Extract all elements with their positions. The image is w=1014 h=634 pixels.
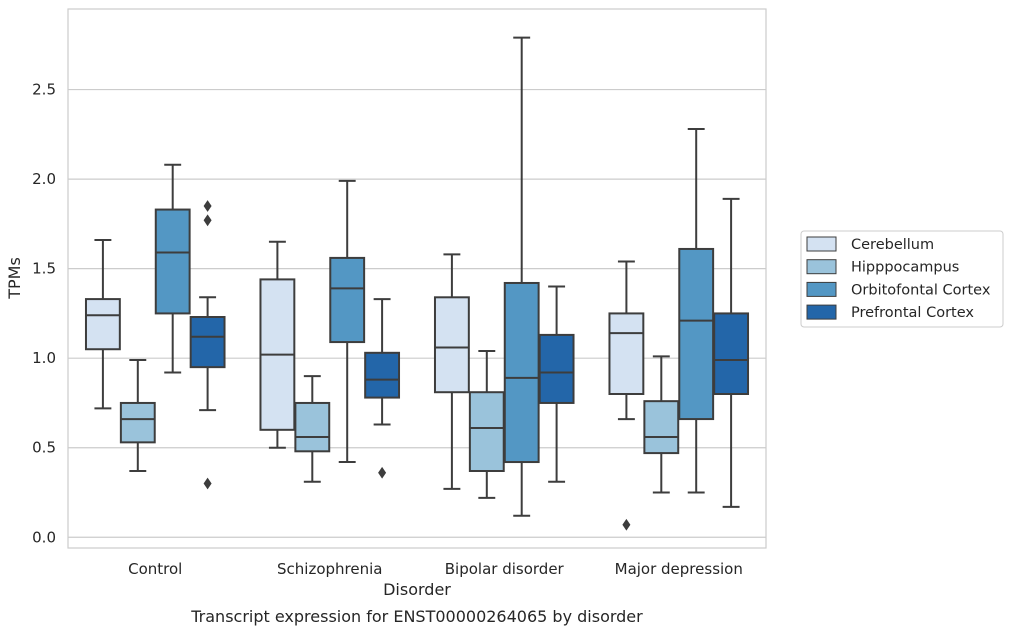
legend-items: Cerebellum Hipppocampus Orbitofontal Corte… [806, 236, 991, 321]
iqr-box [503, 281, 540, 464]
y-tick-label: 0.5 [32, 439, 56, 457]
iqr-box [294, 401, 331, 453]
iqr-box [538, 333, 575, 404]
legend-label: Hipppocampus [851, 260, 959, 276]
x-tick-label: Major depression [615, 560, 743, 578]
y-tick-label: 2.0 [32, 170, 56, 188]
iqr-box [119, 401, 156, 444]
box-hipppocampus [294, 375, 331, 483]
box-prefrontal-cortex [189, 200, 226, 490]
legend-label: Orbitofontal Cortex [851, 282, 991, 298]
y-tick-labels: 0.0 0.5 1.0 1.5 2.0 2.5 [32, 81, 56, 547]
y-tick-label: 0.0 [32, 528, 56, 546]
box-orbitofontal-cortex [503, 36, 540, 517]
box-orbitofontal-cortex [329, 179, 366, 464]
box-cerebellum [608, 260, 645, 531]
boxes-layer [84, 36, 750, 531]
legend: Cerebellum Hipppocampus Orbitofontal Corte… [800, 230, 1004, 328]
x-tick-label: Control [128, 560, 182, 578]
outlier-point [622, 518, 631, 531]
box-prefrontal-cortex [538, 285, 575, 483]
iqr-box [84, 298, 121, 351]
box-cerebellum [259, 240, 296, 449]
box-cerebellum [84, 239, 121, 410]
box-hipppocampus [643, 355, 680, 494]
y-axis-label: TPMs [5, 257, 24, 300]
iqr-box [154, 208, 191, 315]
legend-swatch [806, 304, 837, 320]
box-cerebellum [433, 253, 470, 490]
box-prefrontal-cortex [364, 298, 401, 479]
iqr-box [468, 391, 505, 472]
y-tick-label: 1.0 [32, 349, 56, 367]
legend-frame [800, 230, 1004, 328]
legend-swatch [806, 259, 837, 275]
iqr-box [364, 351, 401, 399]
box-orbitofontal-cortex [678, 127, 715, 494]
outlier-point [203, 477, 212, 490]
legend-swatch [806, 281, 837, 297]
iqr-box [713, 312, 750, 396]
outlier-point [203, 214, 212, 227]
iqr-box [189, 316, 226, 369]
iqr-box [608, 312, 645, 396]
outlier-point [378, 466, 387, 479]
chart-caption: Transcript expression for ENST0000026406… [190, 607, 643, 626]
outlier-point [203, 200, 212, 212]
box-orbitofontal-cortex [154, 163, 191, 374]
y-tick-label: 2.5 [32, 81, 56, 99]
x-tick-label: Bipolar disorder [445, 560, 565, 578]
legend-label: Prefrontal Cortex [851, 305, 974, 321]
box-prefrontal-cortex [713, 197, 750, 508]
x-tick-labels: Control Schizophrenia Bipolar disorder Majo… [128, 560, 743, 578]
x-tick-label: Schizophrenia [277, 560, 382, 578]
x-axis-label: Disorder [383, 580, 451, 599]
iqr-box [433, 296, 470, 394]
box-hipppocampus [468, 350, 505, 499]
iqr-box [643, 400, 680, 455]
box-hipppocampus [119, 358, 156, 472]
plot-frame [67, 8, 767, 549]
y-tick-label: 1.5 [32, 260, 56, 278]
iqr-box [329, 256, 366, 344]
legend-swatch [806, 236, 837, 252]
legend-label: Cerebellum [851, 237, 934, 253]
iqr-box [678, 247, 715, 421]
